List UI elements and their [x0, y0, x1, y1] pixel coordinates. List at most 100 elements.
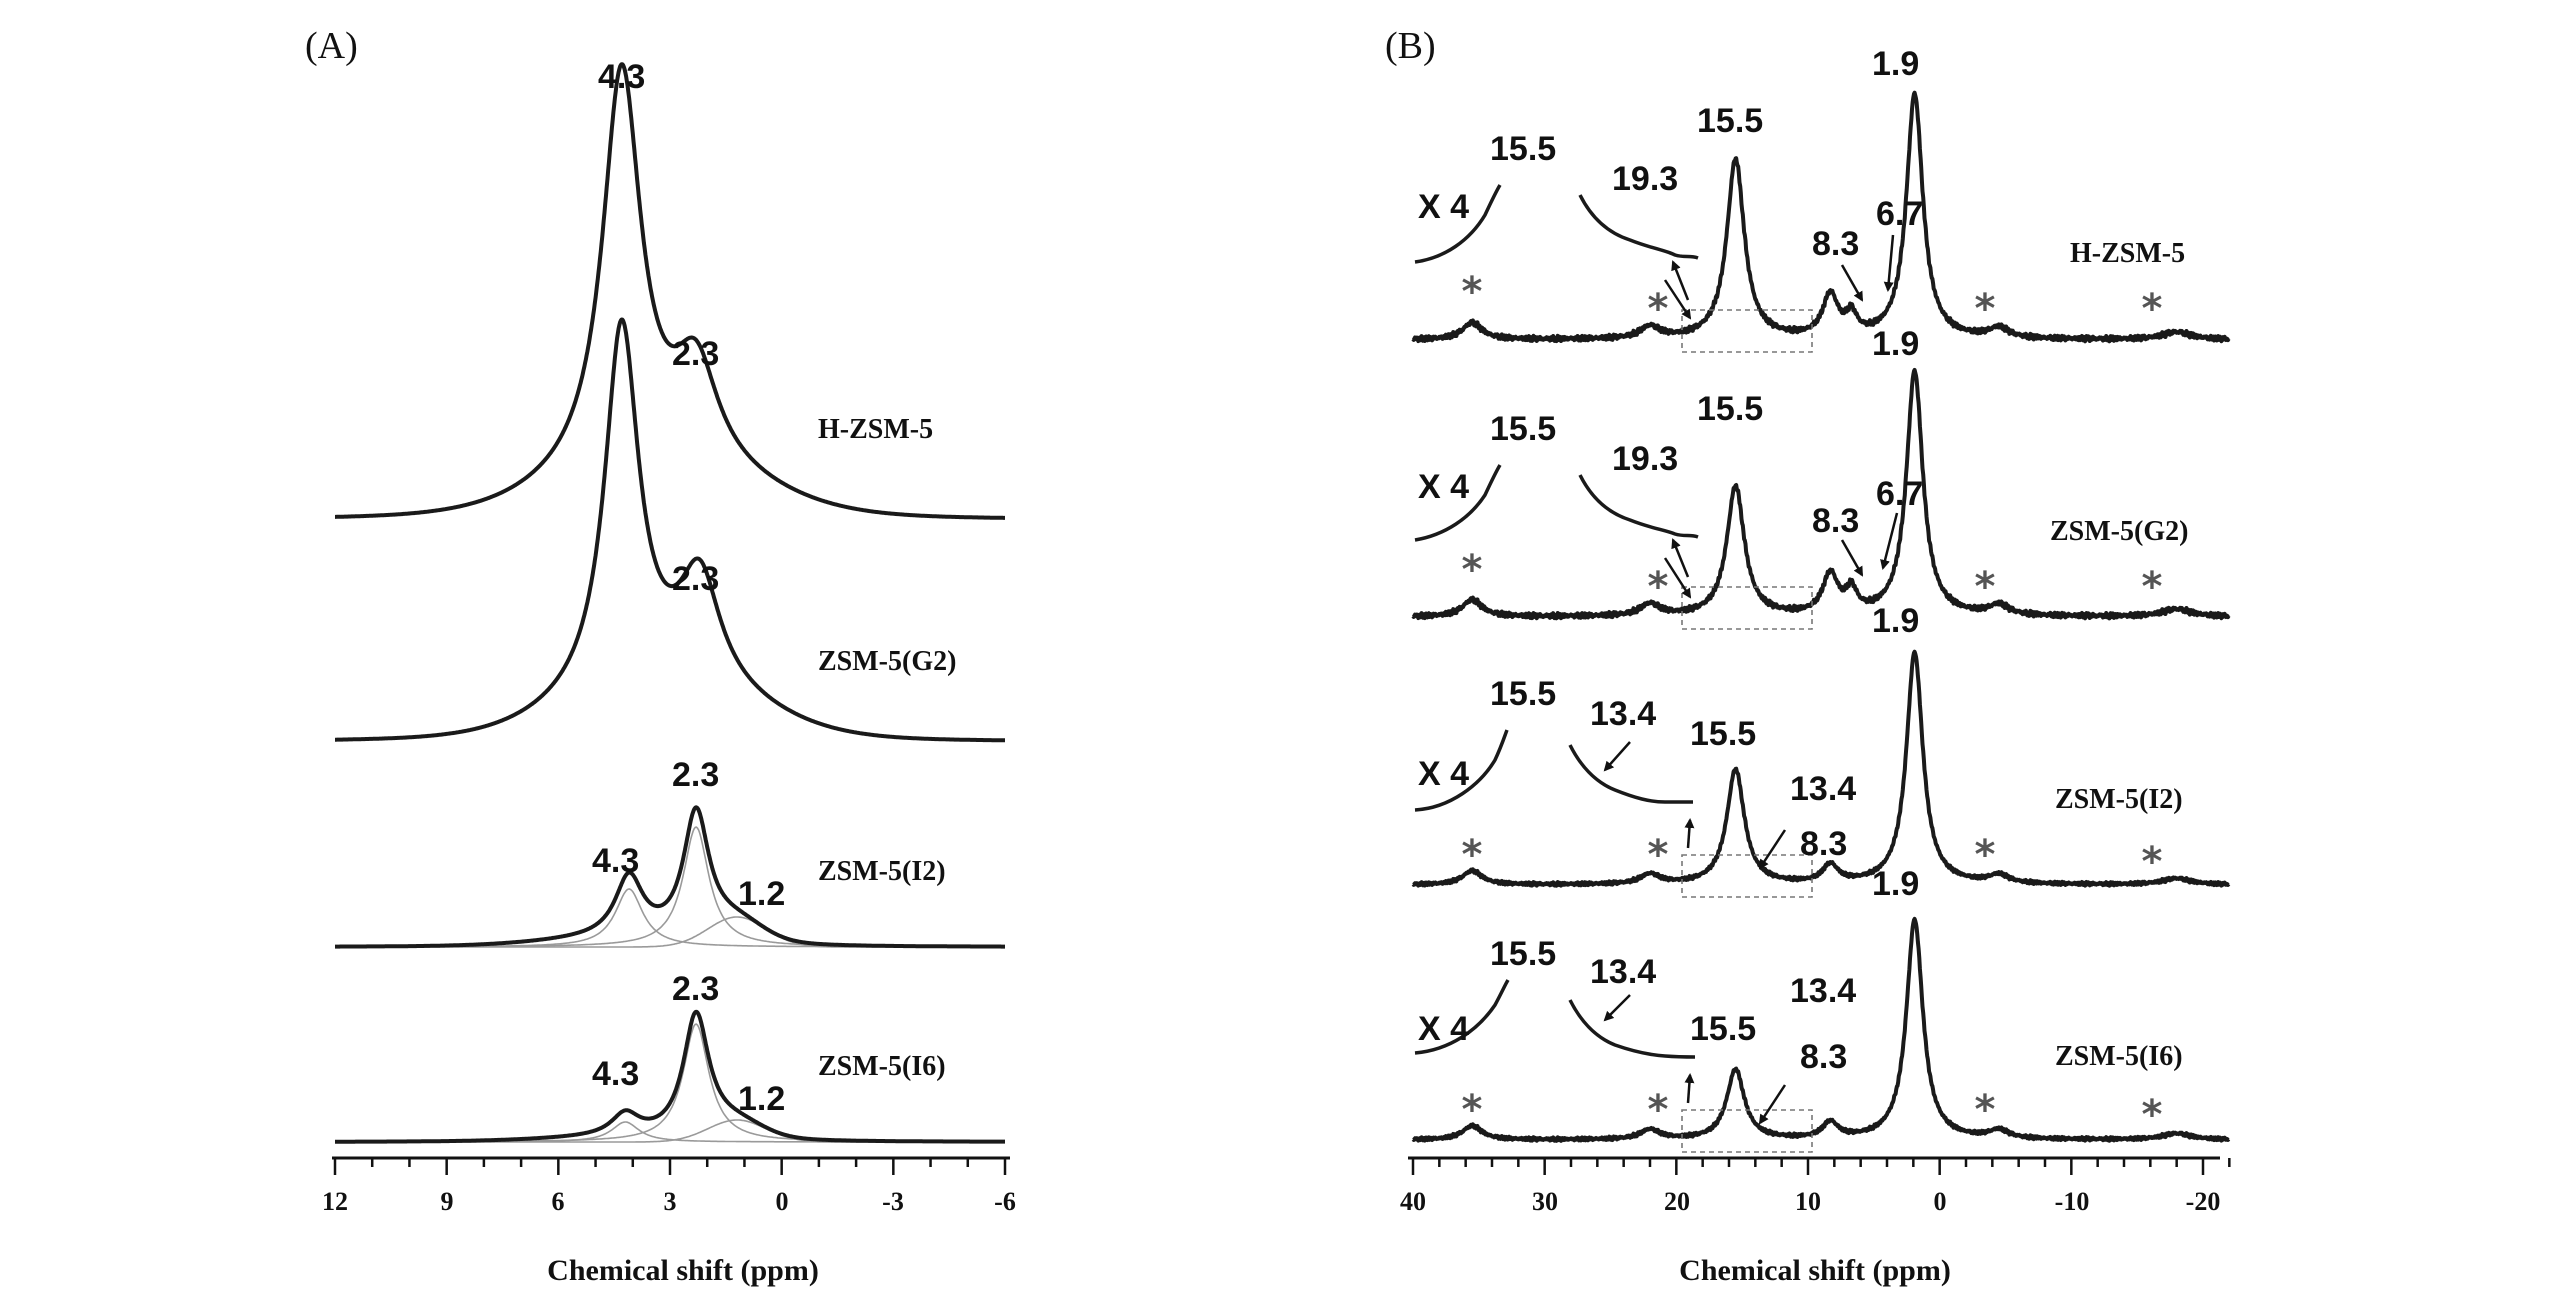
peak-label: 15.5: [1690, 715, 1756, 753]
inset-magnified-curve: [1414, 979, 1510, 1055]
tick-label: 20: [1664, 1187, 1690, 1216]
sideband-marker: *: [1462, 1087, 1483, 1133]
sample-label: ZSM-5(I6): [2055, 1041, 2183, 1072]
peak-label: 13.4: [1790, 972, 1856, 1010]
panel-b: (B) * * *: [1385, 25, 2231, 1287]
inset-magnified-curve: [1568, 999, 1696, 1059]
peak-label: 2.3: [672, 970, 719, 1008]
sideband-marker: *: [1975, 564, 1996, 610]
panel-a: (A) 4.3 2.3 2.3 2.3 4.3 1.2 2.3 4.3 1.2 …: [305, 25, 1016, 1287]
peak-label: 19.3: [1612, 160, 1678, 198]
spectrum-h-zsm-5: [333, 62, 1007, 520]
x-axis-title: Chemical shift (ppm): [1679, 1254, 1951, 1287]
pointer-arrow: [1671, 538, 1690, 578]
pointer-arrow: [1663, 279, 1692, 320]
magnification-label: X 4: [1418, 755, 1469, 793]
deconvolution-components-i2: [409, 826, 930, 948]
sideband-marker: *: [1648, 564, 1669, 610]
peak-label: 1.9: [1872, 45, 1919, 83]
tick-label: 30: [1532, 1187, 1558, 1216]
peak-label: 13.4: [1590, 953, 1656, 991]
pointer-arrow: [1840, 264, 1864, 302]
tick-label: 3: [664, 1187, 677, 1216]
inset-magnified-curve: [1568, 744, 1693, 804]
panel-a-letter: (A): [305, 25, 358, 67]
peak-label: 15.5: [1490, 675, 1556, 713]
tick-label: 12: [322, 1187, 348, 1216]
tick-label: -6: [994, 1187, 1016, 1216]
inset-magnified-curve: [1414, 464, 1502, 542]
sample-label: H-ZSM-5: [2070, 238, 2185, 269]
peak-label: 4.3: [598, 58, 645, 96]
peak-label: 2.3: [672, 335, 719, 373]
inset-region-box: [1681, 1109, 1813, 1153]
peak-label: 15.5: [1697, 102, 1763, 140]
inset-magnified-curve: [1578, 474, 1699, 539]
peak-label: 8.3: [1812, 502, 1859, 540]
pointer-arrow: [1758, 1084, 1787, 1125]
inset-region-box: [1681, 854, 1813, 898]
sideband-marker: *: [1975, 1087, 1996, 1133]
spectrum-zsm-5-i6: [1411, 916, 2231, 1143]
pointer-arrow: [1883, 234, 1895, 292]
inset-magnified-curve: [1414, 729, 1509, 812]
tick-label: 40: [1400, 1187, 1426, 1216]
sideband-marker: *: [2142, 1092, 2163, 1138]
sideband-marker: *: [2142, 564, 2163, 610]
sideband-marker: *: [1462, 269, 1483, 315]
sideband-marker: *: [2142, 839, 2163, 885]
pointer-arrow: [1603, 741, 1631, 772]
component-curve: [409, 1023, 930, 1143]
sideband-marker: *: [1462, 547, 1483, 593]
sample-label: H-ZSM-5: [818, 414, 933, 445]
peak-label: 15.5: [1490, 130, 1556, 168]
tick-label: 6: [552, 1187, 565, 1216]
pointer-arrow: [1880, 512, 1899, 570]
peak-label: 15.5: [1490, 410, 1556, 448]
peak-label: 1.9: [1872, 602, 1919, 640]
spectrum-zsm-5-i6: [333, 1009, 1007, 1144]
pointer-arrow: [1684, 1073, 1695, 1104]
inset-magnified-curve: [1578, 194, 1699, 260]
inset-region-box: [1681, 586, 1813, 630]
peak-label: 2.3: [672, 756, 719, 794]
tick-label: 10: [1795, 1187, 1821, 1216]
peak-label: 4.3: [592, 842, 639, 880]
spectrum-h-zsm-5: [1411, 90, 2231, 344]
peak-label: 1.9: [1872, 865, 1919, 903]
tick-label: -10: [2055, 1187, 2090, 1216]
deconvolution-components-i6: [409, 1023, 930, 1143]
x-axis-ticks: [333, 1158, 1007, 1175]
spectrum-zsm-5-g2: [1411, 367, 2231, 621]
spectrum-zsm-5-g2: [333, 317, 1007, 743]
peak-label: 2.3: [672, 560, 719, 598]
sideband-marker: *: [2142, 286, 2163, 332]
pointer-arrow: [1603, 994, 1631, 1022]
sideband-marker: *: [1462, 832, 1483, 878]
pointer-arrow: [1684, 818, 1695, 849]
peak-label: 15.5: [1490, 935, 1556, 973]
peak-label: 8.3: [1812, 225, 1859, 263]
tick-label: -3: [882, 1187, 904, 1216]
peak-label: 15.5: [1697, 390, 1763, 428]
sample-label: ZSM-5(I2): [818, 856, 946, 887]
pointer-arrow: [1671, 260, 1690, 301]
peak-label: 8.3: [1800, 825, 1847, 863]
tick-label: -20: [2186, 1187, 2221, 1216]
panel-b-letter: (B): [1385, 25, 1436, 67]
peak-label: 1.2: [738, 1080, 785, 1118]
peak-label: 13.4: [1590, 695, 1656, 733]
peak-label: 1.9: [1872, 325, 1919, 363]
x-axis-ticks: [1411, 1158, 2231, 1175]
sideband-marker: *: [1648, 286, 1669, 332]
inset-magnified-curve: [1414, 184, 1502, 264]
peak-label: 4.3: [592, 1055, 639, 1093]
pointer-arrow: [1663, 557, 1692, 599]
tick-label: 0: [776, 1187, 789, 1216]
sideband-marker: *: [1648, 1087, 1669, 1133]
sample-label: ZSM-5(I6): [818, 1051, 946, 1082]
sample-label: ZSM-5(G2): [2050, 516, 2188, 547]
inset-region-box: [1681, 309, 1813, 353]
magnification-label: X 4: [1418, 468, 1469, 506]
